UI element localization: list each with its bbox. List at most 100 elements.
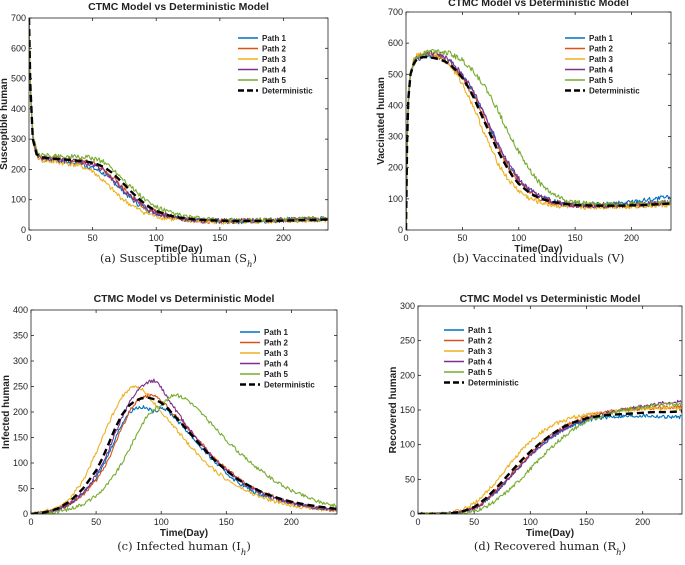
deterministic-line bbox=[418, 410, 682, 514]
series-group bbox=[418, 399, 682, 514]
legend-entry-4: Path 4 bbox=[468, 358, 493, 367]
x-tick-label: 200 bbox=[276, 233, 291, 243]
legend-entry-2: Path 2 bbox=[468, 337, 493, 346]
chart-title: CTMC Model vs Deterministic Model bbox=[88, 1, 269, 13]
chart-title: CTMC Model vs Deterministic Model bbox=[460, 293, 641, 305]
y-tick-label: 200 bbox=[13, 407, 28, 417]
y-tick-label: 500 bbox=[11, 74, 26, 84]
legend-entry-3: Path 3 bbox=[468, 347, 493, 356]
caption-end: ) bbox=[253, 251, 258, 265]
series-group bbox=[29, 18, 328, 225]
figure-caption: (a) Susceptible human (Sh) bbox=[100, 251, 257, 270]
legend-entry-4: Path 4 bbox=[264, 360, 289, 369]
x-tick-label: 0 bbox=[403, 233, 408, 243]
x-tick-label: 0 bbox=[28, 517, 33, 527]
series-line-path-4 bbox=[406, 49, 671, 230]
x-axis-label: Time(Day) bbox=[160, 528, 208, 539]
legend-entry-1: Path 1 bbox=[468, 326, 493, 335]
x-tick-label: 100 bbox=[511, 233, 526, 243]
series-group bbox=[406, 48, 671, 230]
x-tick-label: 150 bbox=[219, 517, 234, 527]
x-axis-label: Time(Day) bbox=[514, 244, 562, 255]
y-tick-label: 100 bbox=[400, 440, 415, 450]
series-group bbox=[31, 378, 337, 514]
x-tick-label: 200 bbox=[635, 517, 650, 527]
y-axis-label: Vaccinated human bbox=[376, 77, 387, 165]
x-tick-label: 150 bbox=[568, 233, 583, 243]
chart-title: CTMC Model vs Deterministic Model bbox=[448, 0, 629, 9]
y-tick-label: 400 bbox=[11, 104, 26, 114]
series-line-path-5 bbox=[406, 48, 671, 230]
x-tick-label: 50 bbox=[469, 517, 479, 527]
caption-subscript: h bbox=[616, 548, 621, 558]
chart-panel-2: CTMC Model vs Deterministic Model 0 100 200… bbox=[376, 0, 672, 265]
y-tick-label: 300 bbox=[400, 301, 415, 311]
deterministic-line bbox=[31, 396, 337, 514]
series-line-path-3 bbox=[406, 50, 671, 230]
x-tick-label: 0 bbox=[26, 233, 31, 243]
legend-entry-1: Path 1 bbox=[264, 328, 289, 337]
legend-entry-1: Path 1 bbox=[589, 34, 614, 43]
caption-subscript: h bbox=[247, 260, 252, 270]
y-axis-label: Recovered human bbox=[388, 367, 399, 454]
caption-text: (b) Vaccinated individuals (V) bbox=[453, 251, 625, 265]
series-line-path-2 bbox=[418, 404, 682, 514]
x-tick-label: 100 bbox=[523, 517, 538, 527]
figure-caption: (b) Vaccinated individuals (V) bbox=[453, 251, 625, 265]
series-line-path-5 bbox=[31, 393, 337, 514]
x-tick-label: 150 bbox=[579, 517, 594, 527]
legend-entry-4: Path 4 bbox=[589, 66, 614, 75]
y-tick-label: 0 bbox=[23, 509, 28, 519]
series-line-path-2 bbox=[31, 393, 337, 514]
series-line-path-5 bbox=[418, 402, 682, 514]
y-tick-label: 50 bbox=[405, 474, 415, 484]
legend-entry-deterministic: Deterministic bbox=[468, 379, 519, 388]
legend-entry-5: Path 5 bbox=[262, 76, 287, 85]
legend-entry-2: Path 2 bbox=[262, 45, 287, 54]
x-tick-label: 100 bbox=[149, 233, 164, 243]
caption-end: ) bbox=[622, 539, 627, 553]
legend-entry-4: Path 4 bbox=[262, 66, 287, 75]
y-tick-label: 200 bbox=[388, 163, 403, 173]
y-axis-label: Susceptible human bbox=[0, 78, 10, 170]
legend-entry-deterministic: Deterministic bbox=[262, 87, 313, 96]
legend-entry-deterministic: Deterministic bbox=[589, 87, 640, 96]
legend-entry-5: Path 5 bbox=[264, 370, 289, 379]
y-tick-label: 0 bbox=[410, 509, 415, 519]
y-tick-label: 250 bbox=[13, 382, 28, 392]
caption-text: (d) Recovered human (R bbox=[474, 539, 617, 553]
y-tick-label: 600 bbox=[11, 43, 26, 53]
y-axis-label: Infected human bbox=[1, 375, 12, 449]
chart-panel-1: CTMC Model vs Deterministic Model 0 100 200… bbox=[0, 1, 329, 270]
y-tick-label: 600 bbox=[388, 38, 403, 48]
y-tick-label: 300 bbox=[13, 356, 28, 366]
legend-entry-5: Path 5 bbox=[589, 76, 614, 85]
x-tick-label: 200 bbox=[624, 233, 639, 243]
caption-text: (a) Susceptible human (S bbox=[100, 251, 247, 265]
x-tick-label: 150 bbox=[212, 233, 227, 243]
figure-caption: (d) Recovered human (Rh) bbox=[474, 539, 626, 558]
series-line-path-1 bbox=[418, 413, 682, 514]
x-axis-label: Time(Day) bbox=[526, 528, 574, 539]
y-tick-label: 350 bbox=[13, 331, 28, 341]
caption-end: ) bbox=[246, 539, 251, 553]
y-tick-label: 300 bbox=[11, 134, 26, 144]
y-tick-label: 150 bbox=[13, 433, 28, 443]
legend-entry-deterministic: Deterministic bbox=[264, 381, 315, 390]
deterministic-line bbox=[29, 18, 328, 223]
y-tick-label: 0 bbox=[398, 225, 403, 235]
chart-panel-3: CTMC Model vs Deterministic Model 0 50 100 1… bbox=[1, 293, 338, 558]
legend-entry-2: Path 2 bbox=[264, 339, 289, 348]
caption-subscript: h bbox=[241, 548, 246, 558]
x-axis-label: Time(Day) bbox=[154, 244, 202, 255]
x-tick-label: 200 bbox=[284, 517, 299, 527]
x-tick-label: 0 bbox=[415, 517, 420, 527]
series-line-path-3 bbox=[418, 405, 682, 514]
axes-box bbox=[30, 309, 338, 515]
y-tick-label: 250 bbox=[400, 336, 415, 346]
